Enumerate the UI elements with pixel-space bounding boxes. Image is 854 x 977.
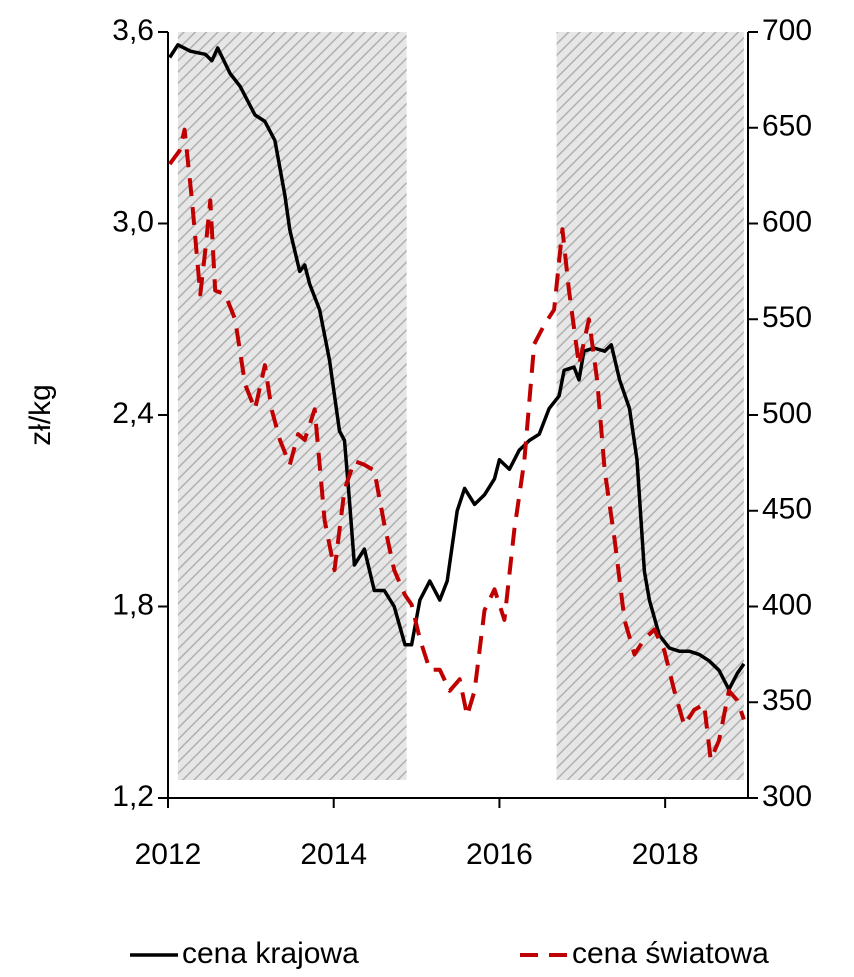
x-tick-label: 2016 xyxy=(466,838,533,871)
y2-tick-label: 400 xyxy=(762,588,812,621)
y2-tick-label: 300 xyxy=(762,780,812,813)
y-tick-label: 2,4 xyxy=(112,397,154,430)
y2-tick-label: 550 xyxy=(762,301,812,334)
x-tick-label: 2018 xyxy=(632,838,699,871)
y-tick-label: 3,0 xyxy=(112,205,154,238)
y-tick-label: 3,6 xyxy=(112,14,154,47)
y2-tick-label: 500 xyxy=(762,397,812,430)
y-axis-label: zł/kg xyxy=(24,384,57,446)
y2-tick-label: 600 xyxy=(762,205,812,238)
legend-label: cena światowa xyxy=(572,937,769,970)
y-tick-label: 1,8 xyxy=(112,588,154,621)
data-line xyxy=(168,127,746,762)
data-line xyxy=(168,43,746,692)
x-tick-label: 2012 xyxy=(135,838,202,871)
shaded-period xyxy=(556,32,744,780)
y2-tick-label: 450 xyxy=(762,493,812,526)
shaded-period xyxy=(177,32,407,780)
y2-tick-label: 650 xyxy=(762,110,812,143)
y2-tick-label: 700 xyxy=(762,14,812,47)
y2-tick-label: 350 xyxy=(762,684,812,717)
legend-label: cena krajowa xyxy=(182,937,359,970)
x-tick-label: 2014 xyxy=(300,838,367,871)
y-tick-label: 1,2 xyxy=(112,780,154,813)
